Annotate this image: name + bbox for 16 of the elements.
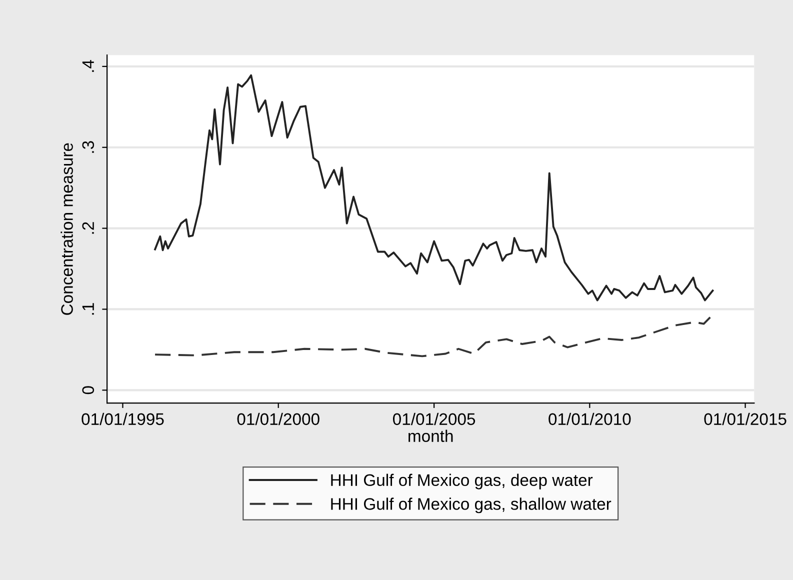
y-tick-label: .2 [82,222,94,234]
x-tick-label: 01/01/2010 [548,412,631,426]
x-tick-label: 01/01/2000 [237,412,320,426]
line-series [154,316,712,358]
x-axis-title: month [408,430,453,442]
line-series [154,74,714,302]
legend-label: HHI Gulf of Mexico gas, deep water [331,474,593,490]
y-tick-label: .1 [82,303,94,315]
y-tick-label: .3 [82,141,94,153]
legend-label: HHI Gulf of Mexico gas, shallow water [331,498,612,514]
y-tick-label: .4 [82,60,94,72]
y-axis-title: Concentration measure [60,143,73,315]
x-tick-label: 01/01/2005 [393,412,476,426]
x-tick-label: 01/01/1995 [82,412,164,426]
x-tick-label: 01/01/2015 [704,412,786,426]
y-tick-label: 0 [82,386,94,394]
